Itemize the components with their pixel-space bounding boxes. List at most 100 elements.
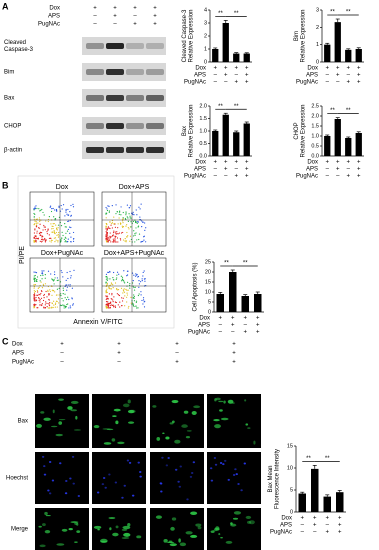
flow-dot xyxy=(108,239,110,241)
flow-dot xyxy=(134,286,136,288)
flow-dot xyxy=(46,296,48,298)
panel-label: A xyxy=(2,1,9,11)
blot-band xyxy=(106,69,124,75)
flow-dot xyxy=(129,240,131,242)
flow-dot xyxy=(111,283,113,285)
flow-dot xyxy=(51,307,53,309)
flow-dot xyxy=(65,209,67,212)
flow-dot xyxy=(39,220,41,222)
flow-dot xyxy=(113,223,115,225)
flow-dot xyxy=(39,294,41,296)
cell xyxy=(245,423,249,426)
cell xyxy=(186,498,189,501)
flow-dot xyxy=(121,297,123,299)
flow-dot xyxy=(136,214,138,216)
flow-dot xyxy=(69,232,71,234)
cell xyxy=(69,477,72,480)
significance-label: ** xyxy=(330,108,335,114)
y-axis-label: Fluorescence Intensity xyxy=(275,449,281,509)
bar xyxy=(216,294,224,312)
flow-dot xyxy=(122,211,124,214)
bar xyxy=(254,294,262,312)
flow-dot xyxy=(40,297,43,299)
flow-dot xyxy=(48,305,51,307)
cell xyxy=(122,403,130,408)
y-tick-label: 1.0 xyxy=(199,128,207,134)
flow-dot xyxy=(54,291,56,293)
flow-dot xyxy=(107,298,109,300)
flow-dot xyxy=(117,304,119,306)
flow-dot xyxy=(53,222,55,225)
cell xyxy=(213,527,220,531)
treatment-label: APS xyxy=(48,14,60,20)
cell xyxy=(161,456,164,459)
flow-dot xyxy=(127,220,129,222)
flow-dot xyxy=(66,241,69,243)
treatment-sign: – xyxy=(301,530,305,536)
flow-dot xyxy=(120,214,122,216)
flow-dot xyxy=(139,208,141,210)
cell xyxy=(171,399,179,404)
treatment-sign: – xyxy=(117,360,121,366)
cell xyxy=(109,527,112,531)
flow-dot xyxy=(56,229,58,231)
flow-dot xyxy=(138,233,141,235)
micrograph xyxy=(92,452,146,504)
flow-dot xyxy=(42,229,44,231)
cell xyxy=(47,489,50,492)
flow-dot xyxy=(70,241,72,243)
flow-dot xyxy=(40,304,42,306)
cell xyxy=(58,398,64,401)
flow-dot xyxy=(109,235,111,237)
flow-dot xyxy=(62,276,64,278)
flow-dot xyxy=(60,293,62,295)
flow-dot xyxy=(105,217,107,219)
flow-dot xyxy=(106,284,108,286)
cell xyxy=(126,459,130,462)
flow-dot xyxy=(142,297,145,299)
cell xyxy=(183,410,189,414)
flow-dot xyxy=(64,241,66,243)
cell xyxy=(115,420,119,425)
flow-dot xyxy=(105,206,107,209)
flow-dot xyxy=(105,231,107,233)
treatment-sign: + xyxy=(245,80,249,86)
flow-dot xyxy=(33,305,35,308)
flow-dot xyxy=(39,234,41,236)
bar xyxy=(355,133,362,156)
treatment-sign: + xyxy=(336,160,340,166)
flow-dot xyxy=(55,302,57,304)
treatment-sign: + xyxy=(313,523,317,529)
flow-dot xyxy=(118,232,121,234)
flow-dot xyxy=(39,304,41,306)
flow-dot xyxy=(39,210,41,212)
cell xyxy=(171,420,175,424)
treatment-sign: + xyxy=(338,530,342,536)
cell xyxy=(113,408,121,412)
flow-dot xyxy=(38,208,40,210)
y-axis-label: Relative Expression xyxy=(189,104,195,157)
flow-dot xyxy=(62,300,64,302)
flow-dot xyxy=(126,204,128,206)
blot-band xyxy=(106,147,124,153)
treatment-sign: + xyxy=(346,174,350,180)
blot-band xyxy=(106,95,124,101)
flow-dot xyxy=(144,222,146,224)
flow-dot xyxy=(118,294,121,297)
y-tick-label: 0 xyxy=(316,59,319,65)
y-tick-label: 1.0 xyxy=(311,133,319,139)
flow-dot xyxy=(42,211,44,214)
flow-dot xyxy=(110,301,112,303)
micrograph xyxy=(150,508,204,550)
treatment-label: APS xyxy=(194,167,206,173)
treatment-sign: + xyxy=(113,14,117,20)
flow-dot xyxy=(34,293,36,295)
flow-dot xyxy=(138,286,140,288)
flow-dot xyxy=(116,231,118,233)
cell xyxy=(128,421,135,424)
flow-dot xyxy=(61,297,63,300)
flow-dot xyxy=(35,224,38,226)
bar xyxy=(222,23,229,62)
flow-dot xyxy=(57,224,60,226)
flow-dot xyxy=(116,293,118,295)
